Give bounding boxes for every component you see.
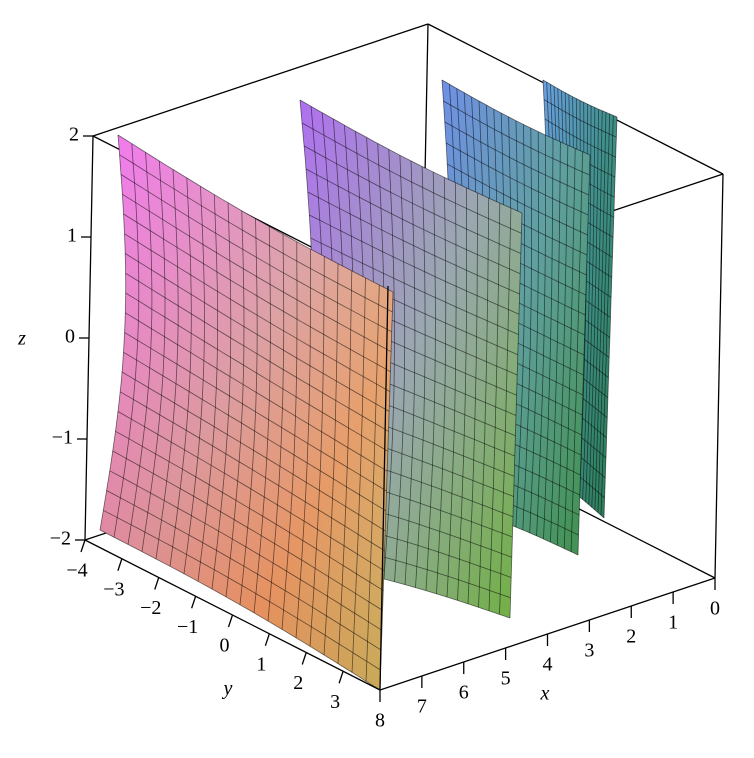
- x-tick-label: 3: [584, 640, 594, 662]
- x-tick-label: 8: [375, 710, 385, 732]
- y-tick: [264, 633, 270, 646]
- surface-grid: [457, 187, 467, 601]
- surface-grid: [351, 277, 366, 673]
- box-edge: [714, 173, 724, 579]
- y-tick: [191, 596, 197, 609]
- z-axis-label: z: [17, 328, 26, 350]
- y-tick-label: −4: [66, 560, 87, 582]
- surfaces: [99, 79, 618, 691]
- y-tick: [154, 577, 160, 590]
- y-tick: [301, 652, 307, 665]
- z-tick-label: 1: [67, 225, 77, 247]
- surface-grid: [112, 450, 383, 611]
- surface-grid: [365, 284, 380, 682]
- y-tick: [227, 614, 234, 628]
- surface-grid: [563, 148, 576, 549]
- surface-grid: [603, 116, 618, 519]
- z-tick-label: −2: [50, 528, 71, 550]
- x-tick-label: 1: [668, 612, 678, 634]
- x-tick-label: 6: [459, 682, 469, 704]
- z-tick-label: −1: [52, 427, 73, 449]
- surface-grid: [585, 107, 596, 503]
- surface-grid: [515, 124, 525, 528]
- y-tick: [338, 671, 344, 684]
- z-tick-label: 2: [69, 124, 79, 146]
- surface-grid: [123, 351, 387, 512]
- surface-grid: [337, 270, 353, 664]
- x-tick-label: 5: [501, 668, 511, 690]
- surface-grid: [106, 490, 382, 651]
- surface-grid: [115, 430, 384, 591]
- y-axis-label: y: [222, 678, 233, 700]
- surface-grid: [467, 192, 478, 604]
- x-tick-label: 7: [417, 696, 427, 718]
- y-tick-label: −2: [140, 597, 161, 619]
- surface-grid: [295, 249, 311, 638]
- x-tick-label: 2: [626, 626, 636, 648]
- y-tick-label: −3: [103, 578, 124, 600]
- surface-grid: [600, 115, 614, 516]
- surface-grid: [488, 203, 501, 611]
- y-tick-label: −1: [177, 616, 198, 638]
- surface-grid: [119, 391, 385, 552]
- surface-grid: [597, 113, 610, 513]
- surface-grid: [117, 411, 385, 571]
- surface-grid: [529, 131, 539, 533]
- surface-grid: [556, 145, 569, 546]
- surface-grid: [543, 138, 554, 540]
- x-tick-label: 0: [710, 598, 720, 620]
- box-edge: [379, 285, 389, 691]
- surface-grid: [436, 177, 447, 594]
- surface-grid: [267, 234, 285, 622]
- surface-grid: [591, 110, 603, 508]
- surface-grid: [109, 470, 383, 631]
- surface-grid: [103, 509, 381, 671]
- x-axis-label: x: [540, 683, 550, 705]
- y-tick-label: 3: [330, 691, 340, 713]
- surface-grid: [594, 112, 607, 510]
- surface-grid: [309, 256, 325, 647]
- z-tick-label: 0: [65, 326, 75, 348]
- surface-grid: [522, 127, 532, 531]
- y-tick-label: 1: [256, 653, 266, 675]
- box-edge: [92, 23, 429, 137]
- surface-grid: [570, 151, 583, 552]
- surface-grid: [281, 241, 298, 630]
- surface-grid: [323, 263, 339, 655]
- surface-grid: [499, 207, 512, 615]
- y-tick: [117, 558, 123, 571]
- y-tick-label: 2: [293, 672, 303, 694]
- surface-grid: [550, 141, 561, 543]
- surface-grid: [379, 291, 394, 691]
- surface-grid: [415, 166, 426, 588]
- y-tick-label: 0: [220, 635, 230, 657]
- surface-grid: [99, 529, 381, 691]
- surface-grid: [124, 332, 387, 492]
- surface-grid: [478, 197, 490, 608]
- surface-grid: [446, 182, 457, 598]
- surface-grid: [509, 212, 523, 619]
- surface-grid: [536, 135, 546, 536]
- surface-grid: [121, 371, 386, 532]
- surface-grid: [577, 154, 591, 556]
- surface-grid: [425, 171, 436, 591]
- x-tick-label: 4: [543, 654, 553, 676]
- surface-grid: [582, 105, 592, 500]
- y-tick: [80, 539, 86, 553]
- surface-grid: [253, 226, 271, 613]
- box-front: −2 −1 0 1 2 −4 −3 −2 −1 0 1 2 3 0 1 2 3 4 5 6 7 8: [50, 124, 724, 732]
- surface-grid: [588, 109, 599, 505]
